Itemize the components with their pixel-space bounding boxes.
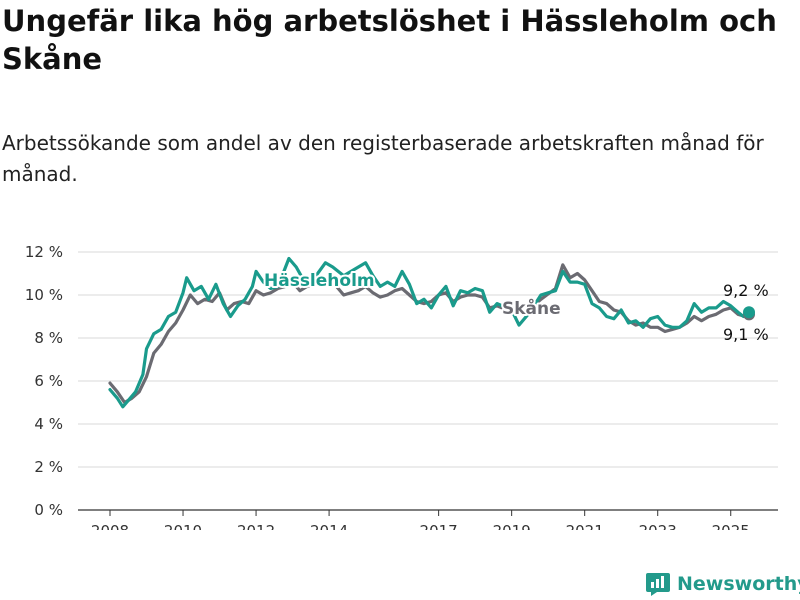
- brand-name: Newsworthy: [677, 573, 800, 595]
- end-point-hassleholm: [743, 306, 755, 319]
- chart-subtitle: Arbetssökande som andel av den registerb…: [2, 131, 764, 186]
- y-tick-label: 0 %: [34, 501, 63, 519]
- x-tick-label: 2019: [493, 522, 531, 530]
- x-tick-label: 2008: [91, 522, 129, 530]
- x-tick-label: 2010: [164, 522, 202, 530]
- end-value-hassleholm: 9,2 %: [723, 281, 769, 300]
- y-tick-label: 10 %: [25, 286, 63, 304]
- y-tick-label: 6 %: [34, 372, 63, 390]
- x-tick-label: 2014: [310, 522, 348, 530]
- series-line-hassleholm: [108, 256, 751, 409]
- x-tick-label: 2025: [712, 522, 750, 530]
- y-tick-label: 12 %: [25, 243, 63, 261]
- x-tick-label: 2023: [639, 522, 677, 530]
- x-tick-label: 2021: [566, 522, 604, 530]
- x-tick-label: 2017: [420, 522, 458, 530]
- series-label-hassleholm: Hässleholm: [264, 271, 375, 291]
- bar-chart-logo-icon: [646, 573, 670, 596]
- series-label-skane: Skåne: [502, 297, 561, 319]
- chart-title: Ungefär lika hög arbetslöshet i Hässleho…: [2, 4, 777, 76]
- line-chart: 0 % 2 % 4 % 6 % 8 % 10 % 12 % 2008 2010 2012 2014 2…: [25, 243, 778, 530]
- series-line-skane: [108, 263, 751, 405]
- newsworthy-logo: Newsworthy: [645, 570, 800, 598]
- y-tick-label: 4 %: [34, 415, 63, 433]
- x-tick-label: 2012: [237, 522, 275, 530]
- end-value-skane: 9,1 %: [723, 325, 769, 344]
- y-tick-label: 8 %: [34, 329, 63, 347]
- y-tick-label: 2 %: [34, 458, 63, 476]
